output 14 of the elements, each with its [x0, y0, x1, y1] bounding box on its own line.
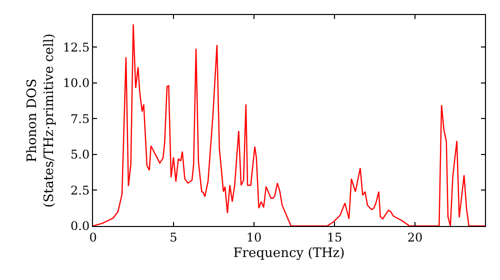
- y-tick-label: 7.5: [70, 112, 90, 126]
- x-tick-label: 5: [170, 230, 178, 244]
- y-tick-label: 12.5: [62, 40, 90, 54]
- y-tick-label: 10.0: [62, 76, 90, 90]
- y-tick-label: 0.0: [70, 219, 90, 234]
- y-tick-label: 2.5: [70, 183, 90, 198]
- y-axis-title: Phonon DOS (States/THz·primitive cell): [24, 33, 57, 208]
- x-axis-title: Frequency (THz): [233, 246, 345, 261]
- x-tick-label: 15: [326, 230, 342, 244]
- x-tick-label: 20: [407, 230, 423, 244]
- line-series: [93, 24, 485, 226]
- x-tick-label: 0: [89, 230, 97, 244]
- y-tick-label: 5.0: [70, 148, 90, 162]
- x-tick-label: 10: [246, 230, 262, 244]
